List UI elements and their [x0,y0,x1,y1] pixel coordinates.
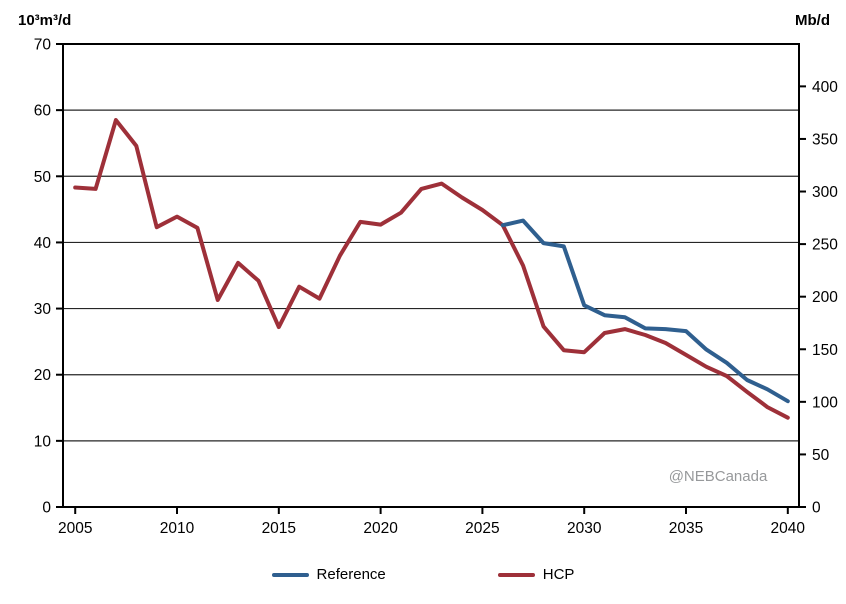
left-axis-tick-label: 70 [34,37,52,54]
right-axis-tick-label: 250 [812,237,838,254]
left-axis-tick-label: 0 [42,500,51,517]
right-axis-tick-label: 400 [812,79,838,96]
legend-item-hcp: HCP [497,566,575,583]
hcp-line [73,118,790,420]
left-axis-tick-label: 30 [34,301,52,318]
right-axis-tick-label: 100 [812,394,838,411]
grid-layer [63,109,799,442]
right-axis-tick-label: 150 [812,342,838,359]
series-layer [73,118,790,420]
x-axis-tick-label: 2010 [160,520,195,537]
x-axis-tick-label: 2035 [669,520,703,537]
x-axis-tick-label: 2015 [262,520,296,537]
right-axis-tick-label: 350 [812,131,838,148]
left-axis-tick-label: 50 [34,169,52,186]
reference-line-swatch [271,572,309,577]
x-axis-tick-label: 2030 [567,520,602,537]
left-axis-tick-label: 60 [34,103,52,120]
axis-layer: 0102030405060700501001502002503003504002… [34,37,838,538]
watermark: @NEBCanada [669,468,768,485]
legend-label-hcp: HCP [542,566,575,583]
x-axis-tick-label: 2025 [465,520,499,537]
right-axis-unit-label: Mb/d [795,12,830,29]
right-axis-tick-label: 200 [812,289,838,306]
reference-line [500,218,790,404]
legend-label-reference: Reference [316,566,386,583]
plot-border [62,43,800,508]
left-axis-tick-label: 10 [34,433,52,450]
right-axis-tick-label: 300 [812,184,838,201]
left-axis-tick-label: 20 [34,367,52,384]
x-axis-tick-label: 2020 [363,520,398,537]
left-axis-tick-label: 40 [34,235,52,252]
left-axis-unit-label: 10³m³/d [18,12,71,29]
x-axis-tick-label: 2040 [771,520,806,537]
x-axis-tick-label: 2005 [58,520,92,537]
right-axis-tick-label: 0 [812,500,821,517]
legend-item-reference: Reference [271,566,386,583]
right-axis-tick-label: 50 [812,447,830,464]
hcp-line-swatch [497,572,535,577]
legend: Reference HCP [0,566,846,583]
